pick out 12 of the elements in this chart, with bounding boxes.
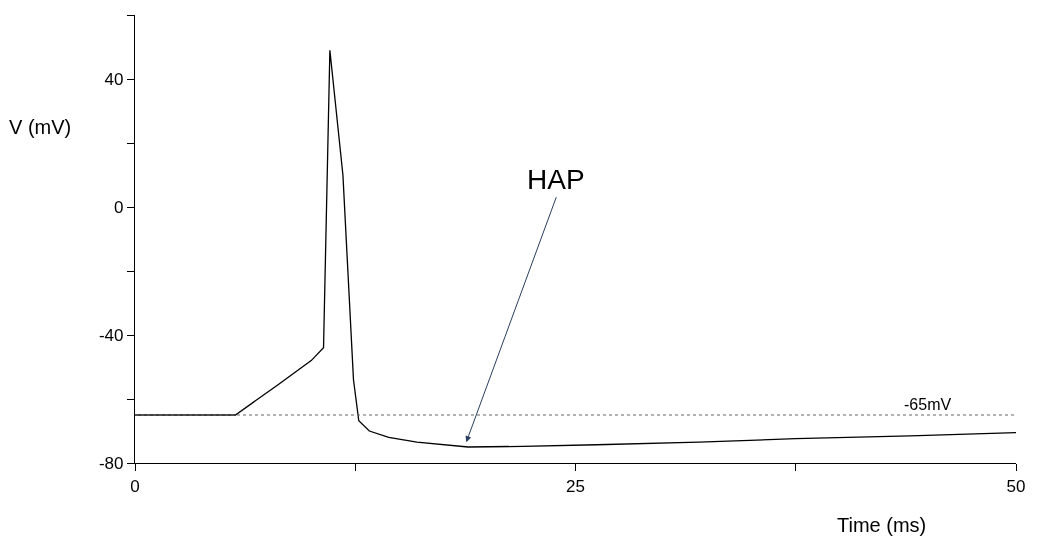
x-tick-label: 0 <box>130 476 140 496</box>
y-axis-title: V (mV) <box>9 116 72 138</box>
y-tick-label: 0 <box>114 197 124 217</box>
x-tick-label: 50 <box>1006 476 1026 496</box>
x-tick-label: 25 <box>566 476 585 496</box>
y-tick-label: 40 <box>104 69 124 89</box>
x-axis-title: Time (ms) <box>837 514 927 536</box>
annotation: HAP <box>527 164 585 195</box>
ref-line-label: -65mV <box>904 396 952 413</box>
line-series <box>135 49 1016 448</box>
y-tick-label: -40 <box>98 325 124 345</box>
y-tick-label: -80 <box>98 453 124 473</box>
